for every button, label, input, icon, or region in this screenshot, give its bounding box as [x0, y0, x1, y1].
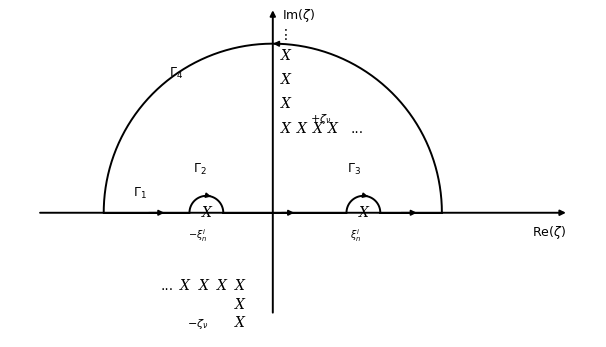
Text: Re$(\zeta)$: Re$(\zeta)$ — [532, 223, 565, 240]
Text: $+\zeta_\nu$: $+\zeta_\nu$ — [310, 112, 331, 126]
Text: X: X — [297, 122, 307, 136]
Text: $\Gamma_4$: $\Gamma_4$ — [169, 66, 183, 82]
Text: X: X — [281, 97, 291, 111]
Text: X: X — [313, 122, 322, 136]
Text: X: X — [359, 206, 368, 220]
Text: X: X — [281, 49, 291, 63]
Text: X: X — [235, 297, 245, 312]
Text: X: X — [281, 73, 291, 87]
Text: $-\xi_n^i$: $-\xi_n^i$ — [188, 227, 207, 244]
Text: X: X — [181, 279, 190, 294]
Text: X: X — [201, 206, 211, 220]
Text: $-\zeta_\nu$: $-\zeta_\nu$ — [187, 318, 208, 331]
Text: X: X — [281, 122, 291, 136]
Text: ...: ... — [350, 122, 363, 136]
Text: X: X — [328, 122, 338, 136]
Text: ⋮: ⋮ — [279, 28, 293, 42]
Text: $\Gamma_2$: $\Gamma_2$ — [193, 162, 207, 177]
Text: X: X — [216, 279, 227, 294]
Text: X: X — [235, 316, 245, 330]
Text: X: X — [235, 279, 245, 294]
Text: Im$(\zeta)$: Im$(\zeta)$ — [282, 7, 315, 24]
Text: X: X — [198, 279, 208, 294]
Text: $\xi_n^i$: $\xi_n^i$ — [350, 227, 361, 244]
Text: $\Gamma_3$: $\Gamma_3$ — [347, 162, 361, 177]
Text: ...: ... — [161, 279, 174, 294]
Text: $\Gamma_1$: $\Gamma_1$ — [133, 186, 147, 201]
